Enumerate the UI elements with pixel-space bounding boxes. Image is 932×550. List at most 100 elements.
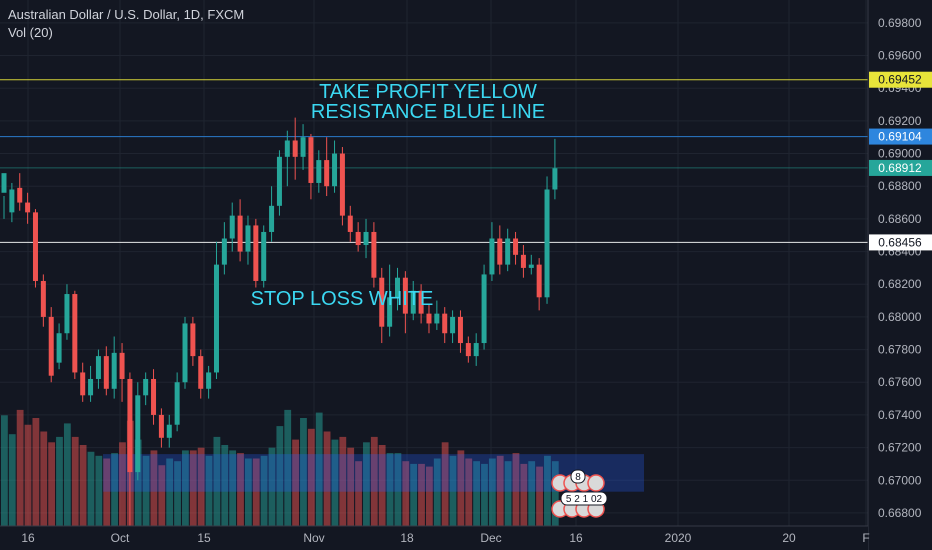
volume-bar <box>40 431 48 526</box>
candle-body <box>395 277 400 298</box>
volume-bar <box>512 453 520 526</box>
x-tick-label: Oct <box>111 531 130 545</box>
volume-bar <box>323 431 331 526</box>
y-tick-label: 0.67000 <box>878 473 922 487</box>
candle-body <box>213 264 219 373</box>
candle-body <box>371 231 377 278</box>
volume-bar <box>331 439 339 526</box>
candle-body <box>64 294 70 334</box>
symbol-title[interactable]: Australian Dollar / U.S. Dollar, 1D, FXC… <box>8 7 245 22</box>
volume-bar <box>481 463 488 526</box>
volume-bar <box>71 436 79 526</box>
flag-icon[interactable] <box>587 474 605 492</box>
candle-body <box>332 153 338 187</box>
volume-bar <box>95 455 103 526</box>
candle-body <box>103 356 109 389</box>
price-axis-panel <box>868 0 932 550</box>
candle-body <box>497 238 503 265</box>
volume-bar <box>386 453 394 526</box>
price-line-label-box <box>869 159 932 176</box>
annotation-take-profit: TAKE PROFIT YELLOW <box>319 81 537 103</box>
volume-bar <box>103 458 111 526</box>
volume-bar <box>229 450 237 526</box>
volume-bar <box>504 461 512 526</box>
candle-body <box>1 173 7 193</box>
candle-body <box>426 313 432 324</box>
candle-body <box>135 395 141 473</box>
candle-body <box>520 254 526 268</box>
candle-body <box>339 153 345 216</box>
y-tick-label: 0.69200 <box>878 114 922 128</box>
horizontal-lines <box>0 79 868 243</box>
event-list-text: 5 2 1 02 <box>566 494 603 505</box>
volume-bar <box>48 442 56 526</box>
volume-bar <box>394 453 402 526</box>
y-tick-label: 0.69600 <box>878 49 922 63</box>
candle-body <box>88 378 94 396</box>
candle-body <box>536 264 542 298</box>
candle-body <box>387 297 393 327</box>
volume-bar <box>544 455 551 526</box>
volume-bar <box>244 458 252 526</box>
x-tick-label: F <box>862 531 869 545</box>
volume-bar <box>284 409 292 526</box>
candle-body <box>48 316 54 376</box>
candle-body <box>363 231 369 246</box>
candle-body <box>56 333 62 363</box>
volume-bar <box>134 439 142 526</box>
volume-bar <box>520 463 528 526</box>
candle-body <box>292 140 298 157</box>
candle-body <box>379 277 385 327</box>
candle-body <box>481 274 487 344</box>
event-count-badge[interactable] <box>570 469 586 484</box>
price-line-label: 0.68912 <box>878 161 922 175</box>
y-tick-label: 0.67800 <box>878 343 922 357</box>
volume-bar <box>87 451 95 526</box>
candle-body <box>434 313 440 324</box>
candle-body <box>190 323 196 357</box>
candle-body <box>127 378 133 473</box>
candle-body <box>237 215 243 252</box>
candles <box>1 117 558 530</box>
volume-bar <box>402 461 410 526</box>
indicator-label[interactable]: Vol (20) <box>8 25 53 40</box>
price-line-label-box <box>869 71 932 88</box>
candle-body <box>308 137 314 183</box>
candle-body <box>111 352 117 389</box>
candle-body <box>276 156 282 206</box>
candle-body <box>355 231 361 246</box>
candle-body <box>221 238 227 265</box>
candle-body <box>25 202 31 213</box>
volume-bar <box>260 455 268 526</box>
event-badges[interactable]: 8 5 2 1 02 <box>551 469 608 518</box>
volume-bar <box>79 445 87 526</box>
volume-bar <box>488 458 496 526</box>
candle-body <box>410 290 416 314</box>
candle-body <box>473 343 479 357</box>
y-tick-label: 0.68600 <box>878 212 922 226</box>
volume-bar <box>363 442 370 526</box>
chart-legend: Australian Dollar / U.S. Dollar, 1D, FXC… <box>8 6 244 42</box>
volume-bar <box>182 450 189 526</box>
volume-bar <box>221 445 229 526</box>
event-list-badge[interactable] <box>560 491 608 506</box>
candle-body <box>513 238 519 255</box>
candle-body <box>182 323 188 383</box>
candle-body <box>95 356 101 379</box>
x-tick-label: 16 <box>569 531 583 545</box>
y-tick-label: 0.67400 <box>878 408 922 422</box>
x-tick-label: 2020 <box>665 531 692 545</box>
volume-bar <box>465 458 473 526</box>
price-line-label: 0.68456 <box>878 235 922 249</box>
volume-bar <box>189 450 197 526</box>
volume-bar <box>418 463 425 526</box>
volume-bar <box>32 418 40 526</box>
volume-bar <box>1 415 8 526</box>
annotations: TAKE PROFIT YELLOW RESISTANCE BLUE LINE … <box>251 81 545 310</box>
price-line-label-box <box>869 128 932 145</box>
volume-bars <box>1 409 559 526</box>
time-axis-panel <box>0 526 868 550</box>
